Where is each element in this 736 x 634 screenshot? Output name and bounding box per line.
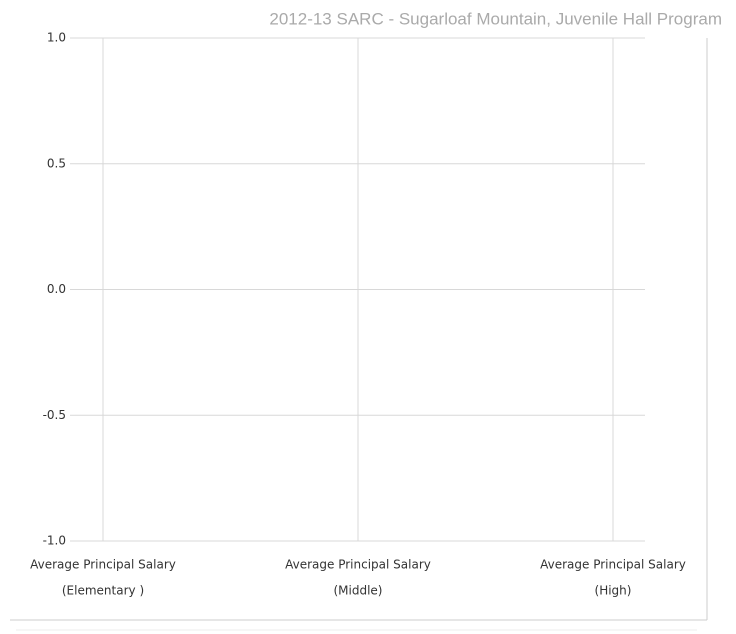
x-tick-label: (Elementary ) — [62, 584, 144, 598]
y-tick-label: 1.0 — [47, 31, 66, 45]
y-tick-label: -1.0 — [43, 534, 66, 548]
x-tick-label: (High) — [595, 584, 632, 598]
y-tick-label: -0.5 — [43, 408, 66, 422]
y-tick-label: 0.5 — [47, 156, 66, 170]
x-tick-label: Average Principal Salary — [540, 558, 686, 572]
x-tick-label: Average Principal Salary — [285, 558, 431, 572]
x-tick-label: (Middle) — [333, 584, 382, 598]
chart-title: 2012-13 SARC - Sugarloaf Mountain, Juven… — [269, 9, 722, 28]
y-tick-label: 0.0 — [47, 282, 66, 296]
x-tick-label: Average Principal Salary — [30, 558, 176, 572]
